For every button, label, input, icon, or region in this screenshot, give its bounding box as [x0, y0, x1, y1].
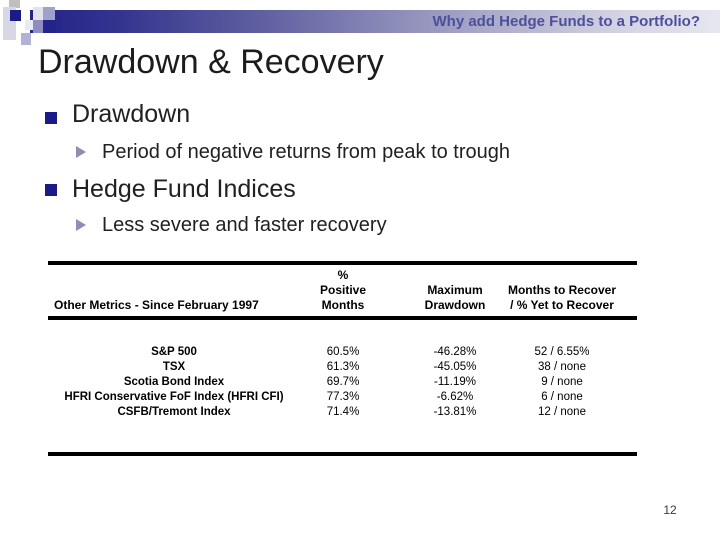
table-row: S&P 500 60.5% -46.28% 52 / 6.55% — [48, 345, 637, 360]
table-header-positive-months: % Positive Months — [283, 268, 403, 313]
banner-gradient-bar — [30, 10, 720, 33]
deco-square — [43, 7, 55, 20]
sub-bullet-recovery-note: Less severe and faster recovery — [102, 214, 387, 236]
header-line: Months — [321, 298, 365, 312]
row-index-name: HFRI Conservative FoF Index (HFRI CFI) — [64, 391, 284, 403]
deco-square — [33, 7, 43, 20]
header-line: Drawdown — [424, 298, 486, 312]
table-bottom-rule — [48, 452, 637, 456]
deco-square — [25, 20, 33, 30]
table-header-other-metrics: Other Metrics - Since February 1997 — [54, 298, 304, 313]
row-recover: 9 / none — [541, 376, 583, 388]
bullet-square-icon — [45, 112, 57, 124]
arrowhead-bullet-icon — [76, 219, 86, 231]
row-recover: 38 / none — [538, 361, 586, 373]
bullet-label-drawdown: Drawdown — [72, 100, 191, 128]
row-index-name: S&P 500 — [151, 346, 197, 358]
header-line: Other Metrics - Since February 1997 — [54, 298, 259, 312]
table-top-rule — [48, 261, 637, 265]
banner-title: Why add Hedge Funds to a Portfolio? — [432, 13, 701, 30]
row-positive: 71.4% — [326, 406, 360, 418]
row-drawdown: -6.62% — [436, 391, 474, 403]
arrowhead-bullet-icon — [76, 146, 86, 158]
row-positive: 69.7% — [326, 376, 360, 388]
row-drawdown: -46.28% — [433, 346, 477, 358]
row-recover: 52 / 6.55% — [534, 346, 590, 358]
table-row: HFRI Conservative FoF Index (HFRI CFI) 7… — [48, 390, 637, 405]
row-positive: 60.5% — [326, 346, 360, 358]
deco-square — [43, 20, 56, 33]
row-index-name: Scotia Bond Index — [123, 376, 225, 388]
row-drawdown: -11.19% — [434, 376, 476, 388]
row-positive: 77.3% — [326, 391, 360, 403]
bullet-label-hedge-fund-indices: Hedge Fund Indices — [72, 175, 296, 203]
table-header-rule — [48, 316, 637, 320]
header-line: Months to Recover — [507, 283, 616, 297]
row-index-name: TSX — [162, 361, 186, 373]
table-header-maximum-drawdown: Maximum Drawdown — [395, 283, 515, 313]
deco-square — [33, 20, 43, 33]
header-line: Positive — [319, 283, 367, 297]
table-row: CSFB/Tremont Index 71.4% -13.81% 12 / no… — [48, 405, 637, 420]
header-line: Maximum — [427, 283, 483, 297]
deco-square — [10, 10, 21, 21]
deco-square — [9, 0, 20, 8]
header-line: / % Yet to Recover — [510, 298, 614, 312]
bullet-square-icon — [45, 184, 57, 196]
row-recover: 12 / none — [538, 406, 586, 418]
row-index-name: CSFB/Tremont Index — [117, 406, 231, 418]
table-header-months-to-recover: Months to Recover / % Yet to Recover — [482, 283, 642, 313]
sub-bullet-drawdown-definition: Period of negative returns from peak to … — [102, 141, 511, 163]
row-positive: 61.3% — [326, 361, 360, 373]
row-recover: 6 / none — [541, 391, 583, 403]
page-title: Drawdown & Recovery — [38, 43, 384, 81]
page-number: 12 — [663, 503, 677, 517]
header-line: % — [337, 268, 349, 282]
table-row: Scotia Bond Index 69.7% -11.19% 9 / none — [48, 375, 637, 390]
table-row: TSX 61.3% -45.05% 38 / none — [48, 360, 637, 375]
row-drawdown: -45.05% — [433, 361, 477, 373]
row-drawdown: -13.81% — [433, 406, 477, 418]
deco-square — [21, 33, 31, 45]
